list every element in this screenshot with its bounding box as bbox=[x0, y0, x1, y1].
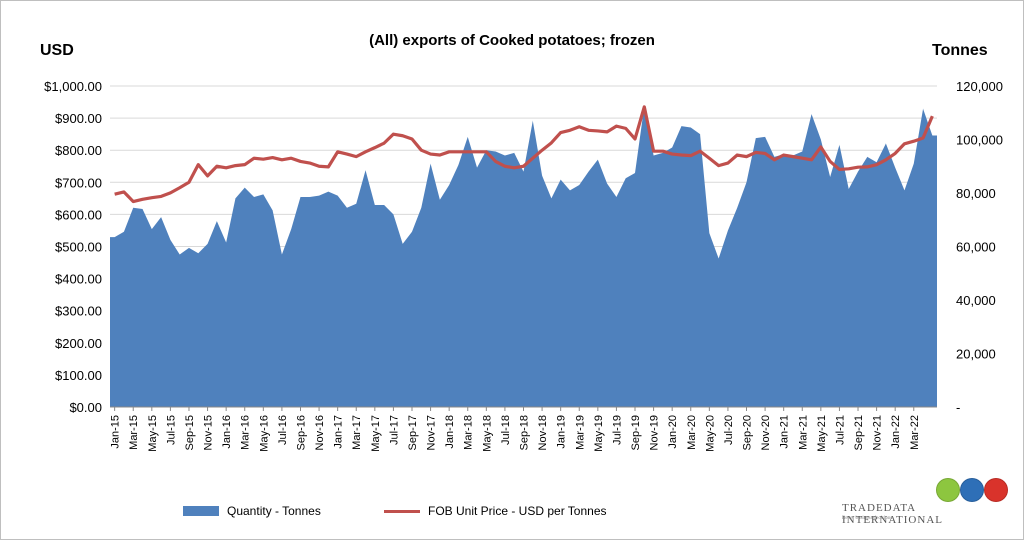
y-left-tick-label: $600.00 bbox=[55, 207, 102, 222]
x-tick-label: May-19 bbox=[593, 415, 605, 452]
y-left-tick-label: $1,000.00 bbox=[44, 79, 102, 94]
x-axis: Jan-15 Mar-15 May-15 Jul-15 Sep-15 Nov-15 Jan-… bbox=[110, 406, 937, 452]
x-tick-label: Nov-17 bbox=[426, 415, 438, 450]
x-tick-label: Jul-15 bbox=[165, 415, 177, 445]
x-tick-label: Jan-18 bbox=[444, 415, 456, 449]
logo-brand-text: TRADEDATA INTERNATIONAL bbox=[842, 502, 943, 526]
quantity-area bbox=[110, 106, 937, 407]
x-tick-label: Sep-20 bbox=[742, 415, 754, 450]
right-axis-unit-label: Tonnes bbox=[932, 42, 988, 59]
legend-item-quantity: Quantity - Tonnes bbox=[183, 504, 321, 518]
x-tick-label: Jul-17 bbox=[388, 415, 400, 445]
legend-item-price: FOB Unit Price - USD per Tonnes bbox=[384, 504, 607, 518]
x-tick-label: Jul-21 bbox=[834, 415, 846, 445]
x-tick-label: May-17 bbox=[370, 415, 382, 452]
y-left-tick-label: $800.00 bbox=[55, 143, 102, 158]
tradedata-logo: TRADEDATA INTERNATIONAL Better business … bbox=[842, 476, 1008, 526]
x-tick-label: Jan-22 bbox=[890, 415, 902, 449]
x-tick-label: May-21 bbox=[816, 415, 828, 452]
y-right-tick-label: 60,000 bbox=[956, 240, 996, 255]
right-y-axis: - 20,000 40,000 60,000 80,000 100,000 120,000 bbox=[956, 79, 1003, 415]
y-left-tick-label: $900.00 bbox=[55, 111, 102, 126]
left-axis-unit-label: USD bbox=[40, 42, 74, 59]
x-tick-label: Jan-16 bbox=[221, 415, 233, 449]
y-right-tick-label: 20,000 bbox=[956, 347, 996, 362]
y-right-tick-label: 40,000 bbox=[956, 293, 996, 308]
y-right-tick-label: 120,000 bbox=[956, 79, 1003, 94]
x-tick-label: Jan-19 bbox=[556, 415, 568, 449]
x-tick-label: May-20 bbox=[704, 415, 716, 452]
x-tick-label: May-16 bbox=[258, 415, 270, 452]
x-tick-label: Mar-16 bbox=[240, 415, 252, 450]
y-right-tick-label: 80,000 bbox=[956, 186, 996, 201]
legend-label-quantity: Quantity - Tonnes bbox=[227, 504, 321, 518]
x-tick-label: Nov-18 bbox=[537, 415, 549, 450]
globe-icon bbox=[936, 478, 960, 502]
x-tick-label: Jul-18 bbox=[500, 415, 512, 445]
globe-icon bbox=[984, 478, 1008, 502]
x-tick-label: Nov-20 bbox=[760, 415, 772, 450]
left-y-axis: $0.00 $100.00 $200.00 $300.00 $400.00 $500.00… bbox=[44, 79, 102, 415]
y-left-tick-label: $0.00 bbox=[69, 400, 102, 415]
y-left-tick-label: $700.00 bbox=[55, 175, 102, 190]
x-tick-label: Sep-21 bbox=[853, 415, 865, 450]
x-tick-label: Mar-17 bbox=[351, 415, 363, 450]
x-tick-label: Jan-20 bbox=[667, 415, 679, 449]
x-tick-label: Mar-20 bbox=[686, 415, 698, 450]
x-tick-label: Mar-19 bbox=[574, 415, 586, 450]
x-tick-label: Mar-21 bbox=[797, 415, 809, 450]
x-tick-label: Sep-15 bbox=[184, 415, 196, 450]
x-tick-label: Jan-21 bbox=[779, 415, 791, 449]
y-left-tick-label: $400.00 bbox=[55, 272, 102, 287]
x-tick-label: Nov-19 bbox=[649, 415, 661, 450]
x-tick-label: Sep-18 bbox=[519, 415, 531, 450]
x-tick-label: Nov-21 bbox=[872, 415, 884, 450]
x-tick-label: Jan-17 bbox=[333, 415, 345, 449]
y-right-tick-label: - bbox=[956, 400, 960, 415]
x-tick-label: Mar-22 bbox=[909, 415, 921, 450]
price-line-series bbox=[114, 105, 934, 204]
chart-title: (All) exports of Cooked potatoes; frozen bbox=[369, 32, 655, 49]
x-tick-label: May-18 bbox=[481, 415, 493, 452]
x-tick-label: Mar-15 bbox=[128, 415, 140, 450]
quantity-area-series bbox=[110, 105, 937, 407]
y-left-tick-label: $500.00 bbox=[55, 240, 102, 255]
x-tick-label: Nov-16 bbox=[314, 415, 326, 450]
x-tick-label: May-15 bbox=[147, 415, 159, 452]
logo-tagline: Better business decisions bbox=[842, 516, 893, 521]
x-tick-label: Jul-19 bbox=[611, 415, 623, 445]
x-tick-label: Jul-16 bbox=[277, 415, 289, 445]
x-tick-label: Jul-20 bbox=[723, 415, 735, 445]
x-tick-label: Sep-16 bbox=[295, 415, 307, 450]
legend-swatch-line bbox=[384, 509, 420, 513]
y-left-tick-label: $300.00 bbox=[55, 304, 102, 319]
x-tick-label: Jan-15 bbox=[110, 415, 122, 449]
legend-label-price: FOB Unit Price - USD per Tonnes bbox=[428, 504, 607, 518]
x-tick-label: Sep-17 bbox=[407, 415, 419, 450]
globe-icon bbox=[960, 478, 984, 502]
y-left-tick-label: $100.00 bbox=[55, 368, 102, 383]
x-tick-label: Mar-18 bbox=[463, 415, 475, 450]
y-left-tick-label: $200.00 bbox=[55, 336, 102, 351]
x-tick-label: Nov-15 bbox=[203, 415, 215, 450]
x-tick-label: Sep-19 bbox=[630, 415, 642, 450]
legend-swatch-area bbox=[183, 506, 219, 516]
y-right-tick-label: 100,000 bbox=[956, 133, 1003, 148]
